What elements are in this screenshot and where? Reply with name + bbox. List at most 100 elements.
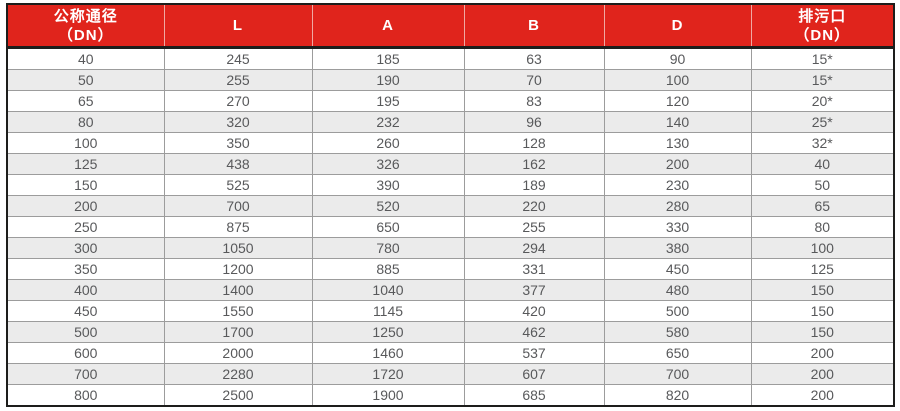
table-cell: 65 — [750, 195, 895, 217]
table-cell: 1700 — [163, 321, 313, 343]
column-header-label: 公称通径 — [53, 7, 118, 25]
spec-table-body: 40 245 185 63 90 15* 50 255 190 70 100 15* 65 270 195 8… — [6, 47, 895, 407]
table-cell: 220 — [463, 195, 605, 217]
table-cell: 350 — [6, 258, 165, 280]
table-row: 65 270 195 83 120 20* — [6, 90, 895, 112]
table-cell: 420 — [463, 300, 605, 322]
table-cell: 450 — [603, 258, 752, 280]
table-cell: 326 — [311, 153, 465, 175]
table-row: 500 1700 1250 462 580 150 — [6, 321, 895, 343]
table-cell: 390 — [311, 174, 465, 196]
table-cell: 125 — [6, 153, 165, 175]
table-cell: 700 — [6, 363, 165, 385]
table-cell: 1250 — [311, 321, 465, 343]
table-cell: 320 — [163, 111, 313, 133]
table-cell: 65 — [6, 90, 165, 112]
table-cell: 150 — [6, 174, 165, 196]
table-row: 700 2280 1720 607 700 200 — [6, 363, 895, 385]
table-cell: 2280 — [163, 363, 313, 385]
column-header-nominal-diameter: 公称通径 （DN） — [7, 4, 165, 49]
table-cell: 820 — [603, 384, 752, 407]
table-cell: 800 — [6, 384, 165, 407]
table-row: 450 1550 1145 420 500 150 — [6, 300, 895, 322]
table-cell: 260 — [311, 132, 465, 154]
table-cell: 525 — [163, 174, 313, 196]
table-cell: 500 — [603, 300, 752, 322]
table-cell: 100 — [6, 132, 165, 154]
table-cell: 875 — [163, 216, 313, 238]
table-cell: 80 — [750, 216, 895, 238]
table-cell: 162 — [463, 153, 605, 175]
table-cell: 130 — [603, 132, 752, 154]
table-cell: 200 — [603, 153, 752, 175]
table-cell: 50 — [750, 174, 895, 196]
table-cell: 2500 — [163, 384, 313, 407]
table-cell: 200 — [750, 384, 895, 407]
column-header-label: A — [382, 17, 394, 34]
table-cell: 1400 — [163, 279, 313, 301]
table-cell: 294 — [463, 237, 605, 259]
table-cell: 600 — [6, 342, 165, 364]
table-cell: 232 — [311, 111, 465, 133]
table-cell: 250 — [6, 216, 165, 238]
table-row: 50 255 190 70 100 15* — [6, 69, 895, 91]
table-cell: 40 — [750, 153, 895, 175]
column-header-label: 排污口 — [798, 7, 847, 25]
table-cell: 15* — [750, 69, 895, 91]
table-cell: 607 — [463, 363, 605, 385]
table-cell: 1900 — [311, 384, 465, 407]
table-cell: 200 — [6, 195, 165, 217]
table-cell: 150 — [750, 300, 895, 322]
table-cell: 2000 — [163, 342, 313, 364]
column-header-sublabel: （DN） — [794, 26, 851, 44]
table-cell: 1050 — [163, 237, 313, 259]
table-row: 600 2000 1460 537 650 200 — [6, 342, 895, 364]
table-cell: 280 — [603, 195, 752, 217]
table-cell: 537 — [463, 342, 605, 364]
header-row: 公称通径 （DN） L A B — [7, 4, 894, 49]
table-cell: 96 — [463, 111, 605, 133]
column-header-sublabel: （DN） — [57, 26, 114, 44]
table-cell: 438 — [163, 153, 313, 175]
table-cell: 100 — [750, 237, 895, 259]
table-cell: 500 — [6, 321, 165, 343]
table-cell: 650 — [311, 216, 465, 238]
table-cell: 1720 — [311, 363, 465, 385]
table-cell: 32* — [750, 132, 895, 154]
table-row: 80 320 232 96 140 25* — [6, 111, 895, 133]
column-header-label: B — [528, 17, 540, 34]
table-cell: 1550 — [163, 300, 313, 322]
table-row: 200 700 520 220 280 65 — [6, 195, 895, 217]
table-cell: 70 — [463, 69, 605, 91]
table-cell: 255 — [463, 216, 605, 238]
table-row: 100 350 260 128 130 32* — [6, 132, 895, 154]
table-cell: 255 — [163, 69, 313, 91]
spec-table-header: 公称通径 （DN） L A B — [7, 4, 894, 49]
table-cell: 450 — [6, 300, 165, 322]
spec-table-container: 公称通径 （DN） L A B — [6, 3, 895, 407]
table-cell: 1200 — [163, 258, 313, 280]
table-cell: 230 — [603, 174, 752, 196]
table-cell: 128 — [463, 132, 605, 154]
table-cell: 40 — [6, 47, 165, 70]
table-cell: 189 — [463, 174, 605, 196]
table-cell: 200 — [750, 342, 895, 364]
table-cell: 90 — [603, 47, 752, 70]
table-cell: 580 — [603, 321, 752, 343]
column-header-D: D — [604, 4, 752, 49]
table-row: 150 525 390 189 230 50 — [6, 174, 895, 196]
table-cell: 80 — [6, 111, 165, 133]
table-cell: 195 — [311, 90, 465, 112]
table-row: 125 438 326 162 200 40 — [6, 153, 895, 175]
column-header-A: A — [312, 4, 465, 49]
table-cell: 150 — [750, 321, 895, 343]
table-cell: 350 — [163, 132, 313, 154]
table-cell: 377 — [463, 279, 605, 301]
table-cell: 685 — [463, 384, 605, 407]
table-cell: 330 — [603, 216, 752, 238]
table-cell: 1460 — [311, 342, 465, 364]
table-cell: 520 — [311, 195, 465, 217]
column-header-L: L — [164, 4, 313, 49]
column-header-label: D — [671, 17, 684, 34]
